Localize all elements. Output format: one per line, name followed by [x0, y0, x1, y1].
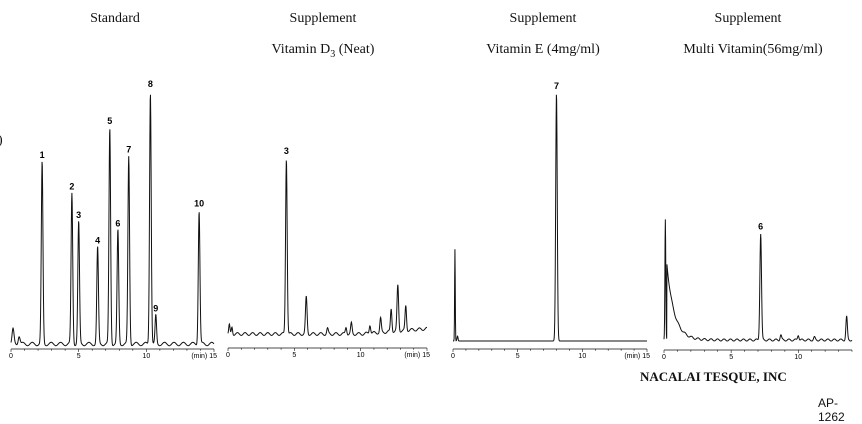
- tick-label: 10: [578, 353, 586, 360]
- tick-label: 10: [794, 354, 802, 361]
- company-name: NACALAI TESQUE, INC: [640, 369, 787, 384]
- chart-3-subtitle: Vitamin E (4mg/ml): [486, 42, 600, 57]
- tick-label: 0: [662, 354, 666, 361]
- peak-label: 6: [758, 221, 763, 231]
- peak-label: 6: [115, 218, 120, 228]
- chromatogram-trace: [663, 219, 853, 342]
- chart-2-subtitle-text: Vitamin D3 (Neat): [271, 42, 375, 60]
- chromatogram-trace: [453, 94, 647, 342]
- chromatogram-svg: 0 5 10 (min) 15 1 2 3 4 5 6 7 8 9 10 0 5 10 (min) 15 3 0 5 10…: [9, 79, 853, 361]
- peak-label: 9: [153, 304, 158, 314]
- peak-label: 5: [107, 116, 112, 126]
- peak-label: 3: [76, 210, 81, 220]
- tick-label: 5: [516, 353, 520, 360]
- tick-label: (min) 15: [191, 353, 217, 360]
- chromatogram-trace: [227, 160, 428, 336]
- chromatogram-1: 0 5 10 (min) 15 1 2 3 4 5 6 7 8 9 10: [9, 79, 217, 360]
- tick-label: 5: [77, 353, 81, 360]
- peak-label: 3: [284, 146, 289, 156]
- tick-label: 5: [729, 354, 733, 361]
- chromatogram-trace: [10, 94, 215, 347]
- chart-4-title: Supplement: [714, 11, 782, 26]
- subscript-3: 3: [330, 48, 336, 60]
- tick-label: 5: [292, 352, 296, 359]
- tick-label: (min) 15: [404, 352, 430, 359]
- chart-1-title: Standard: [90, 11, 140, 26]
- tick-label: 10: [142, 353, 150, 360]
- chart-2-title: Supplement: [289, 11, 357, 26]
- peak-label: 7: [554, 81, 559, 91]
- chromatogram-3: 0 5 10 (min) 15 7: [451, 81, 650, 360]
- chart-4-subtitle: Multi Vitamin(56mg/ml): [683, 42, 823, 57]
- chromatogram-2: 0 5 10 (min) 15 3: [226, 146, 430, 359]
- tick-label: 0: [9, 353, 13, 360]
- chart-2-subtitle: Vitamin D3 (Neat): [238, 42, 408, 60]
- chromatogram-4: 0 5 10 6: [662, 219, 853, 361]
- peak-label: 2: [69, 181, 74, 191]
- peak-label: 1: [40, 150, 45, 160]
- peak-label: 8: [148, 79, 153, 89]
- tick-label: 10: [357, 352, 365, 359]
- tick-label: 0: [451, 353, 455, 360]
- peak-label: 7: [126, 145, 131, 155]
- chart-3-title: Supplement: [509, 11, 577, 26]
- stray-parenthesis: ): [0, 133, 3, 149]
- peak-label: 4: [95, 235, 100, 245]
- tick-label: (min) 15: [624, 353, 650, 360]
- tick-label: 0: [226, 352, 230, 359]
- peak-label: 10: [194, 199, 204, 209]
